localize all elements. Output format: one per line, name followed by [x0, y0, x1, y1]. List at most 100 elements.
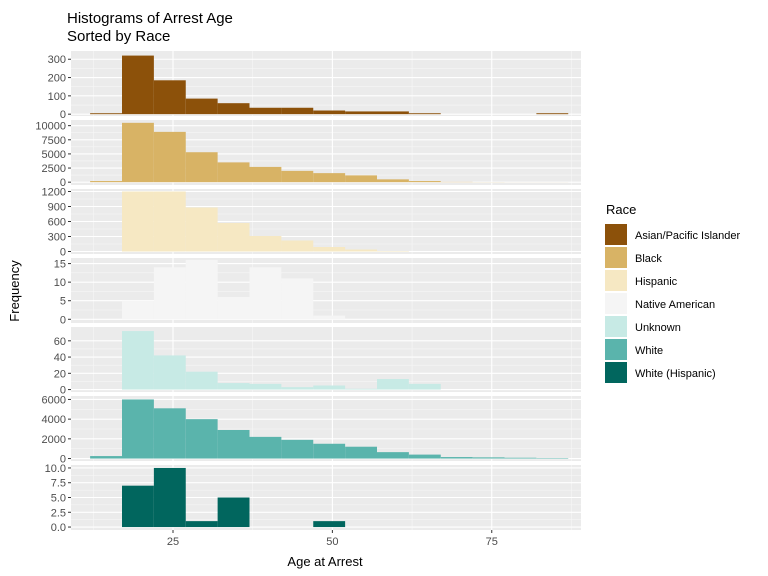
histogram-bar [472, 457, 505, 459]
y-tick-label: 15 [54, 259, 66, 271]
legend-key [605, 270, 627, 291]
y-tick-label: 0 [60, 314, 66, 326]
histogram-bar [153, 80, 186, 115]
histogram-bar [153, 191, 186, 252]
y-tick-label: 2500 [42, 163, 66, 175]
legend-label: Asian/Pacific Islander [635, 230, 740, 242]
x-tick-label: 50 [326, 536, 338, 548]
x-tick-label: 75 [486, 536, 498, 548]
histogram-bar [153, 408, 186, 459]
y-tick-label: 2.5 [51, 507, 66, 519]
histogram-bar [185, 152, 218, 183]
histogram-bar [281, 278, 314, 320]
histogram-bar [90, 181, 122, 183]
legend: Race Asian/Pacific Islander Black Hispanic… [605, 202, 740, 383]
legend-label: Unknown [635, 322, 681, 334]
histogram-bar [281, 240, 314, 252]
legend-label: Black [635, 253, 662, 265]
y-tick-label: 7.5 [51, 478, 66, 490]
histogram-bar [313, 110, 346, 115]
histogram-bar [185, 521, 218, 528]
x-axis-label: Age at Arrest [287, 554, 363, 569]
histogram-bar [536, 113, 569, 115]
y-tick-label: 100 [48, 91, 66, 103]
histogram-bar [440, 457, 473, 459]
histogram-bar [249, 236, 282, 252]
histogram-bar [153, 355, 186, 390]
histogram-bar [249, 107, 282, 115]
y-tick-label: 2000 [42, 434, 66, 446]
y-tick-label: 0 [60, 454, 66, 466]
panel-6: 0.0 2.5 5.0 7.5 10.0 [45, 463, 581, 534]
histogram-bar [249, 166, 282, 183]
histogram-bar [217, 223, 250, 252]
histogram-bar [153, 131, 186, 183]
y-tick-label: 60 [54, 336, 66, 348]
histogram-bar [153, 267, 186, 320]
panel-1: 0 2500 5000 7500 10000 [35, 120, 581, 189]
histogram-bar [408, 383, 441, 390]
x-axis: 25 50 75 [167, 530, 498, 548]
y-tick-label: 6000 [42, 394, 66, 406]
histogram-bar [281, 107, 314, 115]
histogram-bar [377, 251, 409, 252]
histogram-bar [313, 247, 346, 252]
legend-key [605, 293, 627, 314]
histogram-bar [217, 162, 250, 183]
histogram-bar [249, 383, 282, 390]
y-tick-label: 10 [54, 277, 66, 289]
legend-title: Race [606, 202, 636, 217]
histogram-bar [345, 111, 377, 115]
y-tick-label: 0 [60, 247, 66, 259]
y-axis-label: Frequency [7, 260, 22, 322]
histogram-bar [122, 191, 154, 252]
y-tick-label: 5.0 [51, 493, 66, 505]
legend-key [605, 362, 627, 383]
histogram-bar [122, 122, 154, 183]
histogram-bar [90, 113, 122, 115]
y-tick-label: 0 [60, 385, 66, 397]
legend-label: Native American [635, 299, 715, 311]
y-tick-label: 5 [60, 296, 66, 308]
legend-label: White [635, 345, 663, 357]
histogram-bar [345, 175, 377, 183]
histogram-bar [122, 399, 154, 459]
facet-panels: 0100200300025005000750010000030060090012… [35, 51, 581, 534]
histogram-bar [313, 443, 346, 459]
histogram-bar [281, 387, 314, 390]
histogram-bar [313, 315, 346, 320]
histogram-bar [122, 55, 154, 115]
histogram-bar [504, 457, 537, 459]
histogram-bar [122, 485, 154, 528]
histogram-bar [281, 170, 314, 183]
panel-4: 0 20 40 60 [54, 327, 581, 397]
panel-5: 0 2000 4000 6000 [42, 394, 581, 466]
histogram-bar [345, 446, 377, 459]
histogram-bar [153, 467, 186, 528]
y-tick-label: 10000 [35, 121, 66, 133]
legend-label: White (Hispanic) [635, 368, 716, 380]
histogram-bar [217, 297, 250, 320]
histogram-bar [217, 497, 250, 528]
legend-key [605, 339, 627, 360]
legend-key [605, 316, 627, 337]
histogram-bar [185, 371, 218, 390]
y-tick-label: 300 [48, 232, 66, 244]
y-tick-label: 300 [48, 54, 66, 66]
histogram-bar [408, 113, 441, 115]
panel-2: 0 300 600 900 1200 [42, 187, 581, 259]
histogram-bar [377, 111, 409, 115]
histogram-bar [90, 456, 122, 459]
panel-0: 0 100 200 300 [48, 51, 581, 121]
histogram-bar [345, 388, 377, 390]
histogram-bar [185, 419, 218, 459]
y-tick-label: 0 [60, 177, 66, 189]
histogram-bar [377, 379, 409, 390]
legend-key [605, 224, 627, 245]
y-tick-label: 0.0 [51, 522, 66, 534]
y-tick-label: 1200 [42, 187, 66, 199]
y-tick-label: 4000 [42, 414, 66, 426]
legend-key [605, 247, 627, 268]
histogram-bar [313, 173, 346, 183]
